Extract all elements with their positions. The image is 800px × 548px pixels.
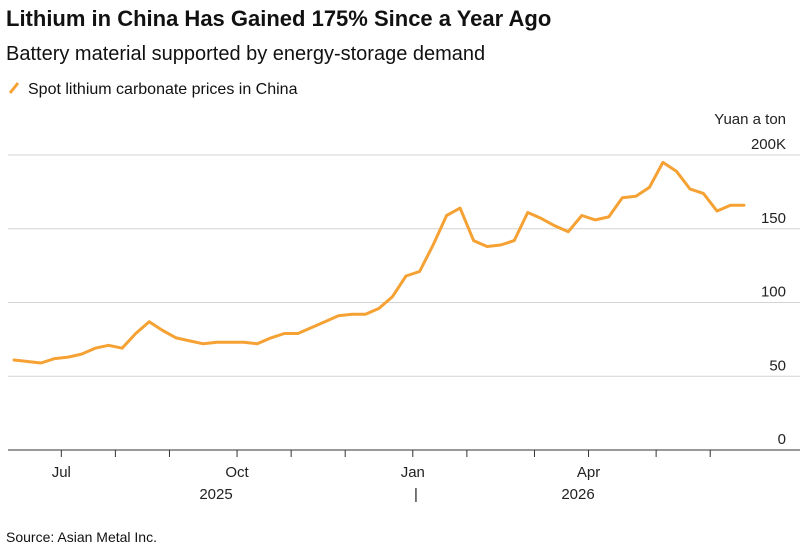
year-label: 2026: [561, 486, 594, 503]
legend-label: Spot lithium carbonate prices in China: [28, 81, 298, 98]
y-axis-label: Yuan a ton: [714, 111, 786, 128]
x-tick-label: Jan: [401, 464, 425, 481]
y-tick-label: 0: [778, 431, 786, 448]
chart-subtitle: Battery material supported by energy-sto…: [6, 43, 485, 65]
year-label: 2025: [199, 486, 232, 503]
source: Source: Asian Metal Inc.: [6, 529, 157, 545]
chart-title: Lithium in China Has Gained 175% Since a…: [6, 6, 551, 31]
x-tick-label: Oct: [225, 464, 249, 481]
x-tick-label: Apr: [577, 464, 600, 481]
x-tick-label: Jul: [52, 464, 71, 481]
year-separator: |: [414, 486, 418, 503]
price-line: [12, 160, 746, 365]
y-tick-label: 200K: [751, 136, 786, 153]
legend-swatch: [8, 82, 20, 94]
y-tick-label: 100: [761, 284, 786, 301]
y-tick-label: 150: [761, 210, 786, 227]
y-tick-label: 50: [769, 357, 786, 374]
